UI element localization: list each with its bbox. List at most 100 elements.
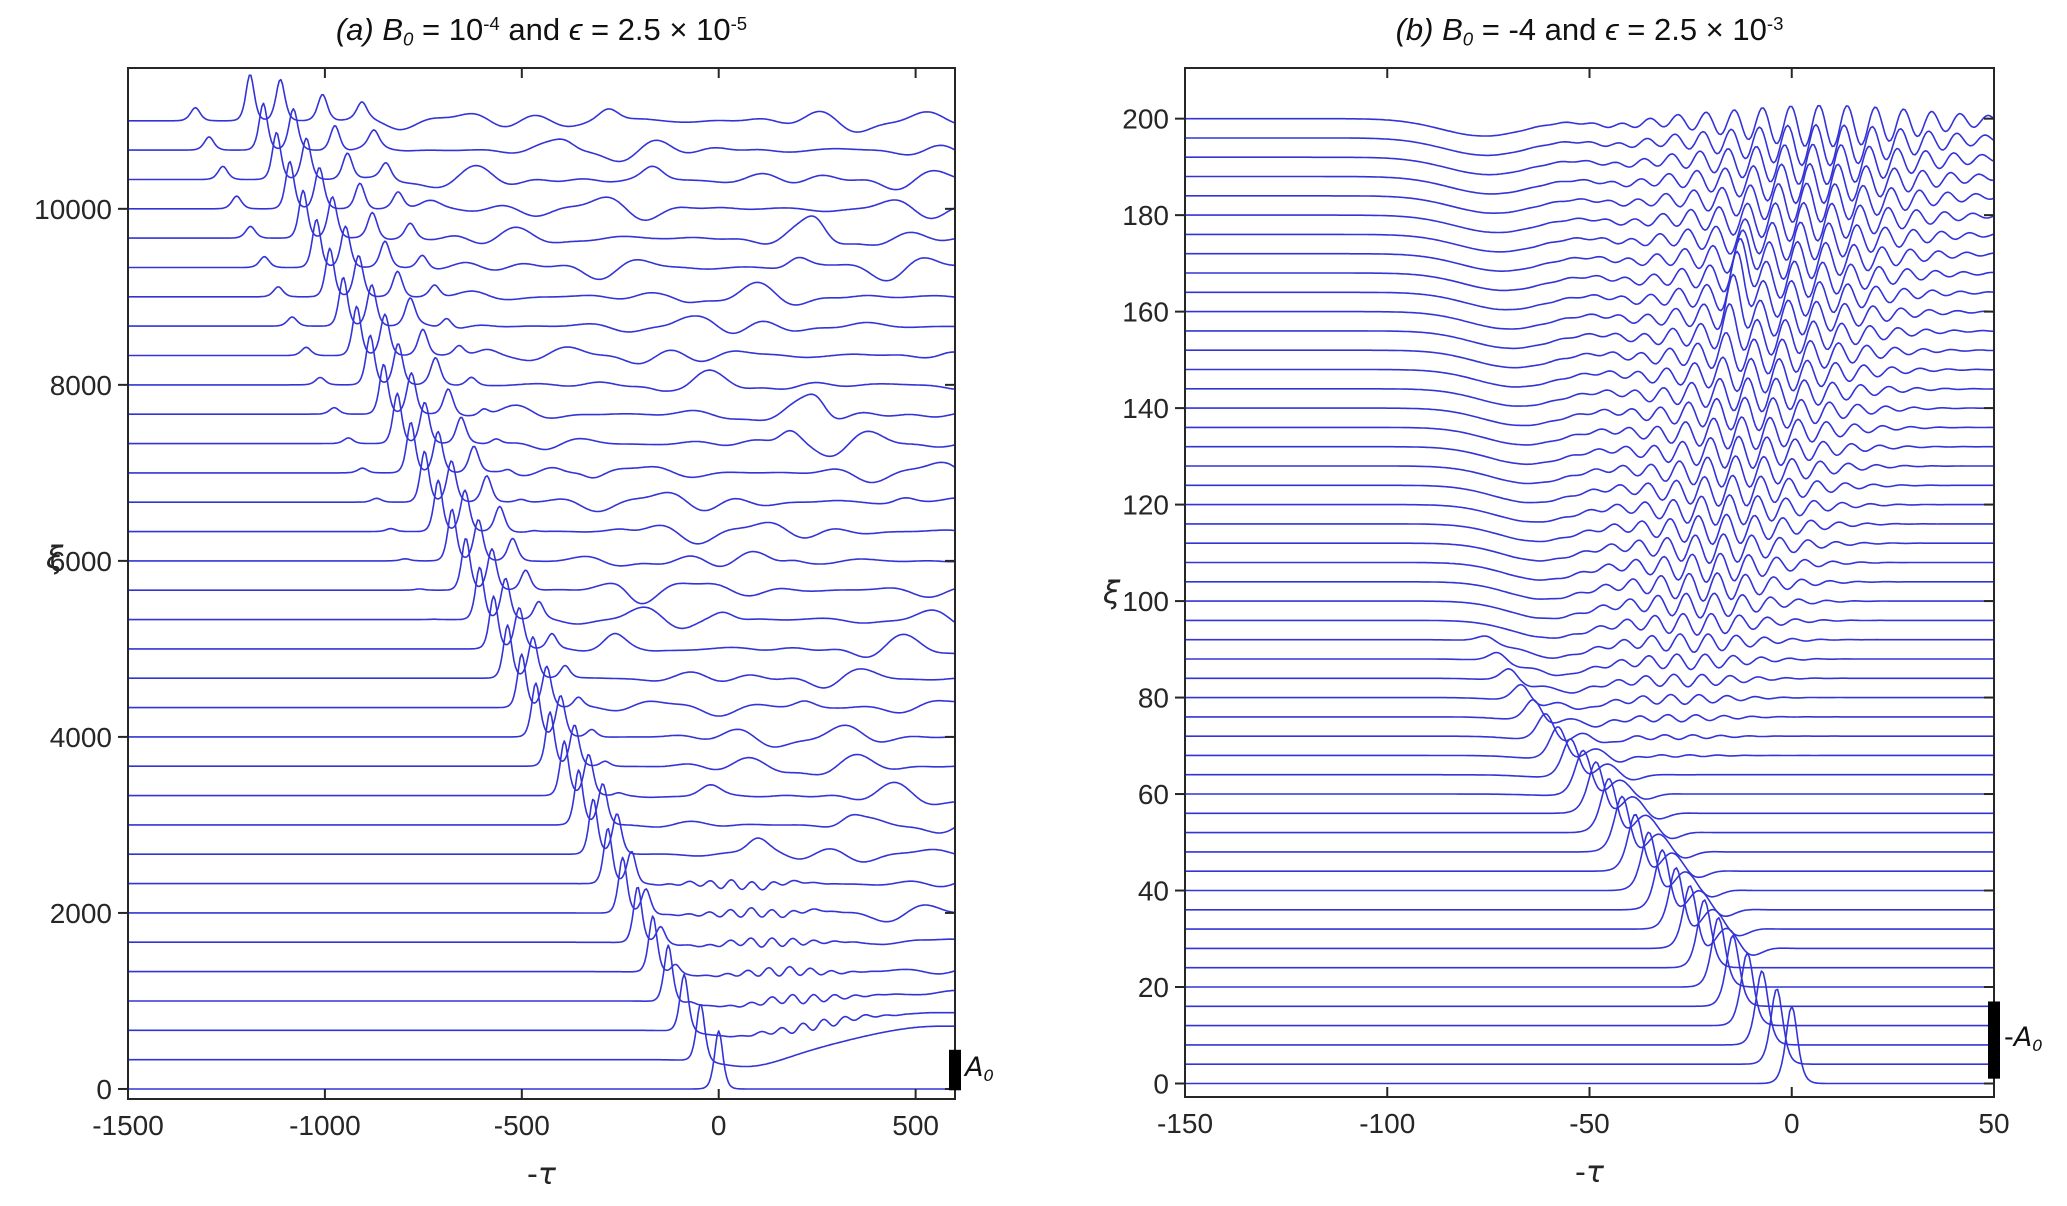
wave-trace: [1185, 356, 1994, 394]
wave-trace: [1185, 238, 1994, 299]
wave-trace: [1185, 592, 1994, 620]
wave-trace: [128, 160, 955, 221]
wave-trace: [1185, 1005, 1994, 1085]
wave-trace: [128, 422, 955, 484]
wave-trace: [1185, 761, 1994, 820]
wave-trace: [1185, 273, 1994, 337]
y-tick-label: 0: [1153, 1068, 1169, 1099]
wave-trace: [128, 538, 955, 605]
y-tick-label: 160: [1122, 297, 1169, 328]
wave-trace: [1185, 988, 1994, 1065]
wave-trace: [128, 276, 955, 335]
y-tick-label: 180: [1122, 200, 1169, 231]
wave-trace: [1185, 934, 1994, 1008]
wave-trace: [1185, 416, 1994, 451]
y-tick-label: 20: [1138, 972, 1169, 1003]
wave-trace: [1185, 143, 1994, 185]
wave-trace: [1185, 813, 1994, 879]
panel-b-traces: [1185, 104, 1994, 1085]
y-tick-label: 120: [1122, 490, 1169, 521]
wave-trace: [1185, 795, 1994, 859]
wave-trace: [128, 740, 955, 806]
wave-trace: [1185, 683, 1994, 710]
panel-a: -1500 -1000 -500 0 500 0 2000 4000 6000 8000 10000: [34, 67, 961, 1141]
wave-trace: [1185, 899, 1994, 969]
wave-trace: [1185, 250, 1994, 318]
y-tick-label: 4000: [50, 722, 112, 753]
wave-trace: [128, 1030, 955, 1090]
y-tick-label: 2000: [50, 898, 112, 929]
wave-trace: [128, 450, 955, 513]
wave-trace: [128, 711, 955, 776]
wave-trace: [128, 798, 955, 863]
wave-trace: [1185, 182, 1994, 223]
wave-trace: [128, 624, 955, 689]
x-tick-label: 0: [1784, 1108, 1800, 1139]
x-tick-label: 0: [711, 1110, 727, 1141]
panel-b-ticks: [1175, 68, 1995, 1097]
y-tick-label: 10000: [34, 194, 112, 225]
y-tick-label: 6000: [50, 546, 112, 577]
wave-trace: [128, 682, 955, 748]
wave-trace: [1185, 651, 1994, 677]
x-tick-label: -50: [1569, 1108, 1609, 1139]
wave-trace: [1185, 698, 1994, 728]
wave-trace: [1185, 533, 1994, 564]
wave-trace: [128, 247, 955, 306]
wave-trace: [128, 334, 955, 392]
panel-a-traces: [128, 74, 955, 1090]
wave-trace: [1185, 303, 1994, 356]
wave-trace: [1185, 377, 1994, 413]
wave-trace: [1185, 162, 1994, 205]
wave-trace: [1185, 104, 1994, 148]
x-tick-label: -1000: [289, 1110, 361, 1141]
wave-trace: [128, 189, 955, 246]
wave-trace: [128, 102, 955, 163]
wave-trace: [1185, 332, 1994, 375]
y-tick-label: 60: [1138, 779, 1169, 810]
wave-trace: [128, 827, 955, 891]
wave-trace: [1185, 849, 1994, 917]
wave-trace: [1185, 749, 1994, 800]
wave-trace: [128, 886, 955, 948]
wave-trace: [1185, 435, 1994, 469]
wave-trace: [1185, 218, 1994, 261]
x-tick-label: 500: [892, 1110, 939, 1141]
wave-trace: [128, 566, 955, 630]
wave-trace: [128, 363, 955, 422]
wave-trace: [128, 856, 955, 923]
x-tick-label: -100: [1359, 1108, 1415, 1139]
panel-b: -150 -100 -50 0 50 0 20 40 60 80 100 120 140 160 180 20…: [1122, 67, 2010, 1139]
wave-trace: [128, 508, 955, 568]
y-tick-label: 80: [1138, 683, 1169, 714]
wave-trace: [1185, 778, 1994, 840]
y-tick-label: 40: [1138, 876, 1169, 907]
x-tick-label: -150: [1157, 1108, 1213, 1139]
wave-trace: [128, 392, 955, 458]
wave-trace: [128, 944, 955, 1008]
wave-trace: [128, 305, 955, 365]
wave-trace: [128, 653, 955, 717]
panel-a-axes-frame: [127, 67, 956, 1100]
wave-trace: [128, 915, 955, 978]
wave-trace: [128, 218, 955, 282]
wave-trace: [128, 769, 955, 834]
wave-trace: [1185, 612, 1994, 639]
wave-trace: [1185, 455, 1994, 488]
wave-trace: [1185, 668, 1994, 694]
wave-trace: [1185, 494, 1994, 526]
wave-trace: [1185, 572, 1994, 602]
wave-trace: [128, 973, 955, 1038]
panel-b-amplitude-bar: [1988, 1001, 2000, 1079]
wave-trace: [128, 131, 955, 191]
wave-trace: [1185, 474, 1994, 507]
wave-trace: [1185, 713, 1994, 744]
wave-trace: [128, 1004, 955, 1068]
wave-trace: [128, 595, 955, 658]
panel-a-ticks: [118, 68, 955, 1099]
wave-trace: [1185, 633, 1994, 659]
wave-trace: [1185, 831, 1994, 898]
wave-trace: [128, 74, 955, 133]
y-tick-label: 8000: [50, 370, 112, 401]
